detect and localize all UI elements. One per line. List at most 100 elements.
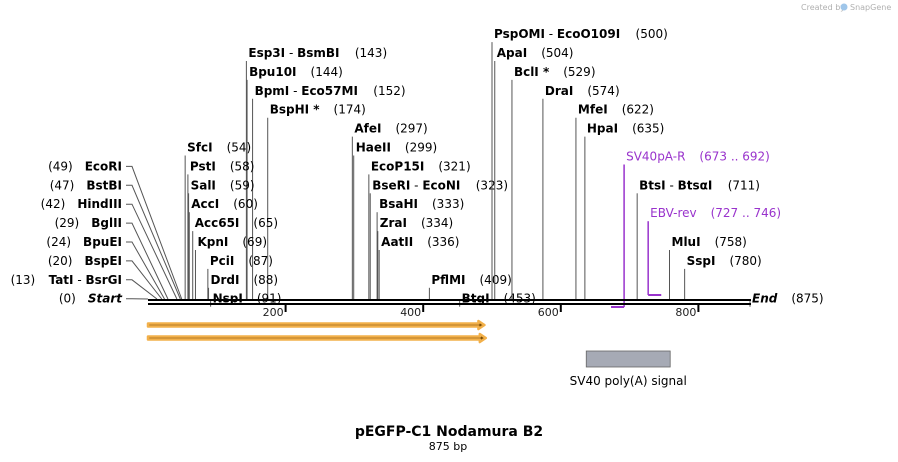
primer-range: (673 .. 692) bbox=[699, 150, 769, 164]
site-name: ApaI bbox=[497, 46, 527, 60]
site-start[interactable]: Start (0) bbox=[59, 292, 149, 306]
site-position: (13) bbox=[11, 273, 36, 287]
site-name: ZraI bbox=[380, 216, 407, 230]
site-bcli[interactable]: BclI * (529) bbox=[511, 65, 596, 299]
site-hindiii[interactable]: HindIII (42) bbox=[41, 197, 178, 300]
site-leader-line bbox=[126, 165, 183, 300]
site-name: PciI bbox=[210, 254, 235, 268]
site-position: (58) bbox=[230, 159, 255, 173]
site-drdi[interactable]: DrdI (88) bbox=[208, 273, 279, 299]
site-pflmi[interactable]: PflMI (409) bbox=[428, 273, 512, 299]
site-position: (152) bbox=[373, 84, 405, 98]
site-sali[interactable]: SalI (59) bbox=[188, 178, 255, 299]
site-name: DrdI bbox=[211, 273, 240, 287]
site-label: HpaI bbox=[587, 122, 618, 136]
site-btsi[interactable]: BtsI - BtsαI (711) bbox=[636, 178, 760, 299]
site-position: (88) bbox=[253, 273, 278, 287]
site-label: AccI bbox=[191, 197, 219, 211]
site-label: BsaHI bbox=[379, 197, 418, 211]
site-leader-line bbox=[126, 241, 165, 300]
site-ecori[interactable]: EcoRI (49) bbox=[48, 159, 183, 300]
site-alt-name: BsmBI bbox=[297, 46, 339, 60]
site-bsphi[interactable]: BspHI * (174) bbox=[267, 103, 366, 299]
orf-arrow-1[interactable] bbox=[146, 319, 486, 331]
site-alt-name: BsrGI bbox=[85, 273, 122, 287]
orf-arrow-2[interactable] bbox=[146, 332, 488, 344]
site-bspei[interactable]: BspEI (20) bbox=[48, 254, 163, 300]
site-name: PflMI bbox=[431, 273, 465, 287]
site-bstbi[interactable]: BstBI (47) bbox=[50, 178, 181, 300]
site-position: (500) bbox=[636, 27, 668, 41]
site-aatii[interactable]: AatII (336) bbox=[378, 235, 460, 299]
site-label: BspHI * bbox=[270, 103, 321, 117]
site-pcii[interactable]: PciI (87) bbox=[207, 254, 273, 299]
site-ecop15i[interactable]: EcoP15I (321) bbox=[368, 159, 471, 299]
restriction-sites: Esp3I - BsmBI (143) Bpu10I (144) BpmI - Eco5… bbox=[11, 27, 824, 307]
site-label: DraI bbox=[545, 84, 573, 98]
site-label: ApaI bbox=[497, 46, 527, 60]
site-sspi[interactable]: SspI (780) bbox=[684, 254, 762, 299]
feature-label: SV40 poly(A) signal bbox=[570, 374, 687, 388]
primer-sv40pa-r[interactable]: SV40pA-R (673 .. 692) bbox=[611, 150, 770, 308]
site-apai[interactable]: ApaI (504) bbox=[494, 46, 574, 299]
site-bglii[interactable]: BglII (29) bbox=[55, 216, 169, 300]
site-position: (54) bbox=[227, 141, 252, 155]
site-position: (24) bbox=[46, 235, 71, 249]
site-position: (91) bbox=[257, 292, 282, 306]
site-bpu10i[interactable]: Bpu10I (144) bbox=[246, 65, 343, 299]
site-position: (409) bbox=[480, 273, 512, 287]
site-position: (336) bbox=[427, 235, 459, 249]
site-hpai[interactable]: HpaI (635) bbox=[584, 122, 664, 299]
site-label: Acc65I bbox=[195, 216, 240, 230]
site-name: BpmI bbox=[255, 84, 290, 98]
site-label: PflMI bbox=[431, 273, 465, 287]
site-label: HaeII bbox=[356, 141, 391, 155]
site-esp3i[interactable]: Esp3I - BsmBI (143) bbox=[245, 46, 387, 299]
site-name: EcoRI bbox=[85, 159, 122, 173]
site-name: PspOMI bbox=[494, 27, 545, 41]
site-afei[interactable]: AfeI (297) bbox=[351, 122, 428, 299]
site-name-separator: - bbox=[74, 273, 86, 287]
site-name: HpaI bbox=[587, 122, 618, 136]
site-position: (143) bbox=[355, 46, 387, 60]
backbone: 200 400 600 800 bbox=[148, 299, 751, 319]
site-haeii[interactable]: HaeII (299) bbox=[353, 141, 438, 300]
site-drai[interactable]: DraI (574) bbox=[542, 84, 620, 299]
credit: Created by SnapGene bbox=[801, 3, 891, 12]
site-mlui[interactable]: MluI (758) bbox=[669, 235, 747, 299]
site-name: HindIII bbox=[77, 197, 122, 211]
site-position: (504) bbox=[541, 46, 573, 60]
site-label: End bbox=[752, 292, 778, 306]
site-position: (321) bbox=[438, 159, 470, 173]
site-name: AatII bbox=[381, 235, 413, 249]
site-label: BclI * bbox=[514, 65, 550, 79]
site-acc65i[interactable]: Acc65I (65) bbox=[192, 216, 278, 299]
site-label: BtgI bbox=[462, 292, 490, 306]
site-label: MfeI bbox=[578, 103, 608, 117]
primer-ebv-rev[interactable]: EBV-rev (727 .. 746) bbox=[647, 206, 781, 296]
site-nspi[interactable]: NspI (91) bbox=[210, 292, 282, 307]
site-alt-name: Eco57MI bbox=[301, 84, 358, 98]
feature-bar-sv40-poly-a-signal[interactable] bbox=[585, 350, 671, 368]
site-sfci[interactable]: SfcI (54) bbox=[184, 141, 252, 300]
site-mfei[interactable]: MfeI (622) bbox=[575, 103, 654, 299]
site-position: (174) bbox=[334, 103, 366, 117]
site-name: Bpu10I bbox=[249, 65, 296, 79]
site-kpni[interactable]: KpnI (69) bbox=[194, 235, 267, 299]
site-label: MluI bbox=[672, 235, 701, 249]
site-zrai[interactable]: ZraI (334) bbox=[377, 216, 453, 299]
site-position: (622) bbox=[622, 103, 654, 117]
site-label: ZraI bbox=[380, 216, 407, 230]
site-label: NspI bbox=[213, 292, 243, 306]
site-tati[interactable]: TatI - BsrGI (13) bbox=[11, 273, 158, 300]
site-pspomi[interactable]: PspOMI - EcoO109I (500) bbox=[491, 27, 668, 299]
site-bsahi[interactable]: BsaHI (333) bbox=[376, 197, 464, 299]
site-psti[interactable]: PstI (58) bbox=[187, 159, 255, 299]
site-label: PspOMI - EcoO109I bbox=[494, 27, 620, 41]
site-acci[interactable]: AccI (60) bbox=[188, 197, 258, 299]
site-bpmi[interactable]: BpmI - Eco57MI (152) bbox=[252, 84, 406, 299]
site-bseri[interactable]: BseRI - EcoNI (323) bbox=[369, 178, 508, 299]
site-bpuei[interactable]: BpuEI (24) bbox=[46, 235, 165, 300]
site-name-separator: - bbox=[285, 46, 297, 60]
site-end[interactable]: End (875) bbox=[749, 292, 824, 307]
